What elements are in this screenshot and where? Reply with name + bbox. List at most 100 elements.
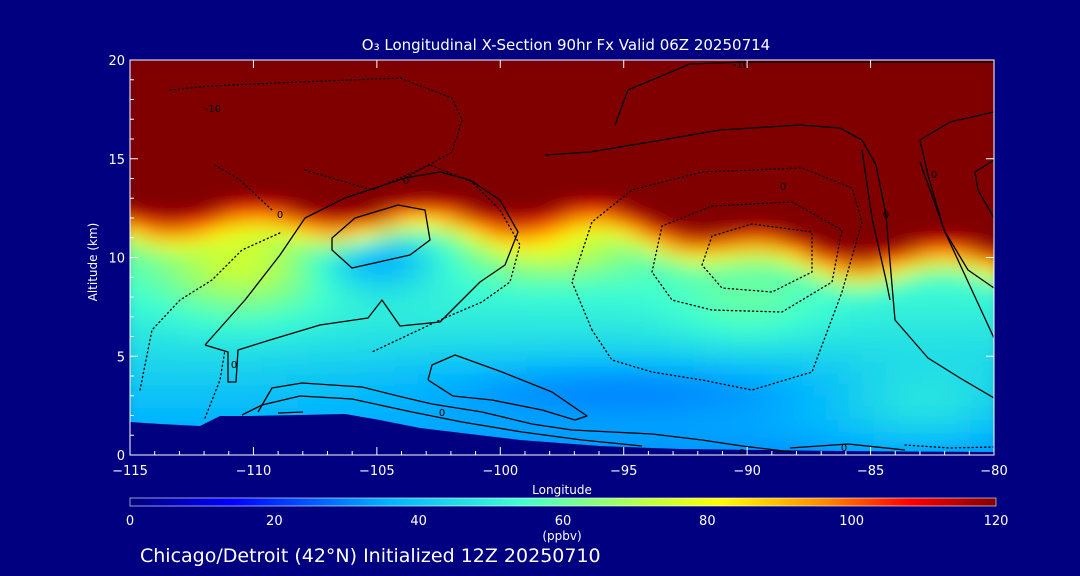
field-cell	[814, 204, 827, 217]
field-cell	[142, 204, 155, 217]
field-cell	[886, 60, 899, 73]
field-cell	[706, 336, 719, 349]
field-cell	[370, 156, 383, 169]
field-cell	[778, 360, 791, 373]
field-cell	[454, 108, 467, 121]
field-cell	[310, 60, 323, 73]
field-cell	[706, 108, 719, 121]
field-cell	[490, 312, 503, 325]
field-cell	[286, 156, 299, 169]
field-cell	[802, 276, 815, 289]
field-cell	[250, 360, 263, 373]
field-cell	[610, 168, 623, 181]
field-cell	[478, 84, 491, 97]
contour-label: 0	[231, 360, 237, 371]
field-cell	[574, 180, 587, 193]
field-cell	[658, 372, 671, 385]
field-cell	[502, 228, 515, 241]
field-cell	[610, 96, 623, 109]
field-cell	[946, 60, 959, 61]
field-cell	[706, 120, 719, 133]
field-cell	[370, 408, 383, 421]
field-cell	[466, 120, 479, 133]
field-cell	[778, 456, 791, 469]
field-cell	[826, 60, 839, 61]
field-cell	[994, 288, 1007, 301]
field-cell	[262, 120, 275, 133]
contour-solid	[614, 61, 994, 126]
field-cell	[490, 288, 503, 301]
field-cell	[562, 336, 575, 349]
field-cell	[178, 144, 191, 157]
field-cell	[742, 408, 755, 421]
field-cell	[862, 84, 875, 97]
field-cell	[226, 360, 239, 373]
field-cell	[898, 396, 911, 409]
field-cell	[754, 240, 767, 253]
field-cell	[550, 132, 563, 145]
field-cell	[970, 372, 983, 385]
field-cell	[670, 372, 683, 385]
field-cell	[790, 336, 803, 349]
field-cell	[682, 84, 695, 97]
field-cell	[994, 444, 1007, 457]
field-cell	[850, 252, 863, 265]
field-cell	[802, 408, 815, 421]
field-cell	[262, 156, 275, 169]
field-cell	[634, 156, 647, 169]
field-cell	[694, 276, 707, 289]
field-cell	[502, 108, 515, 121]
field-cell	[466, 396, 479, 409]
field-cell	[814, 276, 827, 289]
field-cell	[550, 348, 563, 361]
field-cell	[754, 444, 767, 455]
field-cell	[994, 372, 1007, 385]
field-cell	[238, 336, 251, 349]
field-cell	[394, 300, 407, 313]
field-cell	[922, 360, 935, 373]
field-cell	[838, 444, 851, 455]
field-cell	[586, 96, 599, 109]
field-cell	[754, 336, 767, 349]
field-cell	[382, 372, 395, 385]
field-cell	[370, 312, 383, 325]
field-cell	[706, 252, 719, 265]
field-cell	[898, 456, 911, 469]
field-cell	[130, 228, 143, 241]
field-cell	[154, 324, 167, 337]
colorbar-tick-label: 120	[984, 514, 1009, 529]
field-cell	[814, 360, 827, 373]
field-cell	[454, 324, 467, 337]
field-cell	[658, 264, 671, 277]
field-cell	[610, 180, 623, 193]
field-cell	[754, 228, 767, 241]
field-cell	[166, 276, 179, 289]
field-cell	[538, 180, 551, 193]
field-cell	[694, 252, 707, 265]
field-cell	[370, 144, 383, 157]
field-cell	[910, 348, 923, 361]
field-cell	[514, 156, 527, 169]
field-cell	[166, 156, 179, 169]
field-cell	[442, 240, 455, 253]
field-cell	[598, 84, 611, 97]
field-cell	[622, 288, 635, 301]
field-cell	[730, 84, 743, 97]
field-cell	[418, 84, 431, 97]
field-cell	[142, 408, 155, 421]
field-cell	[370, 120, 383, 133]
field-cell	[718, 84, 731, 97]
field-cell	[646, 96, 659, 109]
field-cell	[814, 324, 827, 337]
field-cell	[538, 276, 551, 289]
field-cell	[826, 192, 839, 205]
field-cell	[526, 180, 539, 193]
field-cell	[130, 372, 131, 385]
field-cell	[910, 228, 923, 241]
field-cell	[370, 264, 383, 277]
field-cell	[130, 276, 131, 289]
field-cell	[538, 264, 551, 277]
field-cell	[226, 336, 239, 349]
field-cell	[622, 132, 635, 145]
